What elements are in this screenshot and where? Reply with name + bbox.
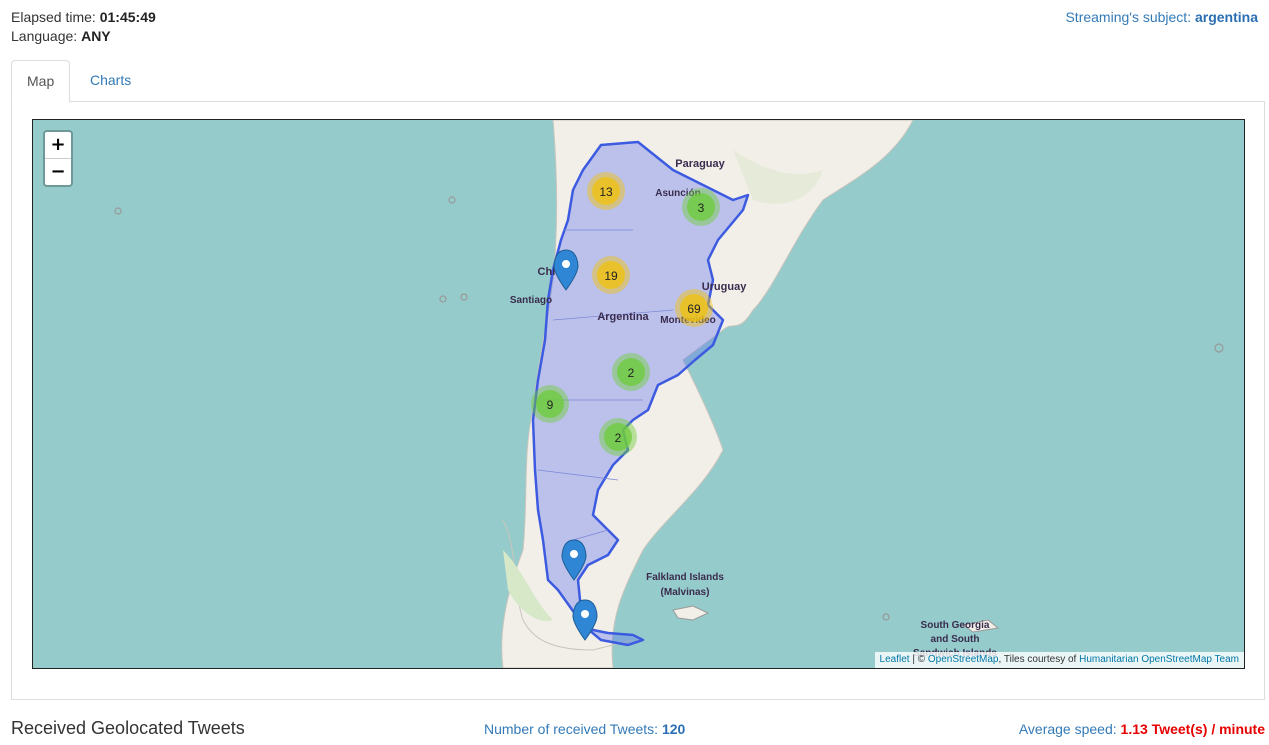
marker-cluster-core [597,261,625,289]
label-sgeorgia-1: South Georgia [921,620,990,631]
map-marker-icon[interactable] [553,249,579,291]
map-canvas: Paraguay Asunción Chile Santiago Argenti… [114,120,1224,668]
marker-cluster-core [687,193,715,221]
argentina-polygon [531,140,750,647]
streaming-subject: Streaming's subject: argentina [1065,7,1258,27]
marker-cluster-core [536,390,564,418]
osm-link[interactable]: OpenStreetMap [927,654,999,665]
map-marker-icon[interactable] [561,539,587,581]
map-container[interactable]: Paraguay Asunción Chile Santiago Argenti… [32,119,1245,669]
tweet-count-value: 120 [661,721,686,737]
label-sgeorgia-2: and South [931,634,980,645]
map-marker-icon[interactable] [572,599,598,641]
elapsed-value: 01:45:49 [99,9,156,25]
cluster-layer: 13 3 19 69 2 9 2 [531,172,720,456]
label-uruguay: Uruguay [702,281,748,293]
subject-label: Streaming's subject: [1065,9,1192,25]
marker-cluster-core [604,423,632,451]
marker-cluster-count: 2 [628,366,635,380]
elapsed-time: Elapsed time: 01:45:49 [11,7,156,27]
marker-cluster[interactable]: 2 [599,418,637,456]
elapsed-label: Elapsed time: [11,9,96,25]
marker-cluster[interactable]: 2 [612,353,650,391]
marker-cluster-count: 9 [547,398,554,412]
hot-link[interactable]: Humanitarian OpenStreetMap Team [1079,654,1239,665]
footer-title: Received Geolocated Tweets [11,718,245,738]
marker-cluster[interactable]: 13 [587,172,625,210]
language-label: Language: [11,28,78,44]
marker-cluster[interactable]: 19 [592,256,630,294]
marker-cluster-count: 3 [698,201,705,215]
marker-cluster-core [680,294,708,322]
language: Language: ANY [11,26,111,46]
tab-charts[interactable]: Charts [90,72,132,88]
label-argentina: Argentina [597,311,649,323]
tab-map[interactable]: Map [11,60,71,103]
tweet-count: Number of received Tweets: 120 [484,721,686,737]
marker-cluster[interactable]: 9 [531,385,569,423]
label-asuncion: Asunción [655,188,701,199]
marker-cluster-count: 69 [687,302,701,316]
marker-cluster-count: 19 [604,269,618,283]
marker-cluster-count: 13 [599,185,613,199]
marker-cluster[interactable]: 3 [682,188,720,226]
label-santiago: Santiago [510,295,552,306]
map-attribution: Leaflet | © OpenStreetMap, Tiles courtes… [874,652,1244,668]
label-paraguay: Paraguay [675,158,725,170]
zoom-in-button[interactable]: + [45,132,71,159]
marker-cluster[interactable]: 69 [675,289,713,327]
zoom-control: + − [43,130,73,187]
label-falkland-1: Falkland Islands [646,572,724,583]
language-value: ANY [81,28,111,44]
label-falkland-2: (Malvinas) [661,587,710,598]
average-speed: Average speed: 1.13 Tweet(s) / minute [1018,721,1265,737]
zoom-out-button[interactable]: − [50,161,66,182]
marker-cluster-core [592,177,620,205]
leaflet-link[interactable]: Leaflet [879,654,910,665]
marker-cluster-count: 2 [615,431,622,445]
average-speed-value: 1.13 Tweet(s) / minute [1120,721,1265,737]
marker-cluster-core [617,358,645,386]
subject-value: argentina [1194,9,1258,25]
